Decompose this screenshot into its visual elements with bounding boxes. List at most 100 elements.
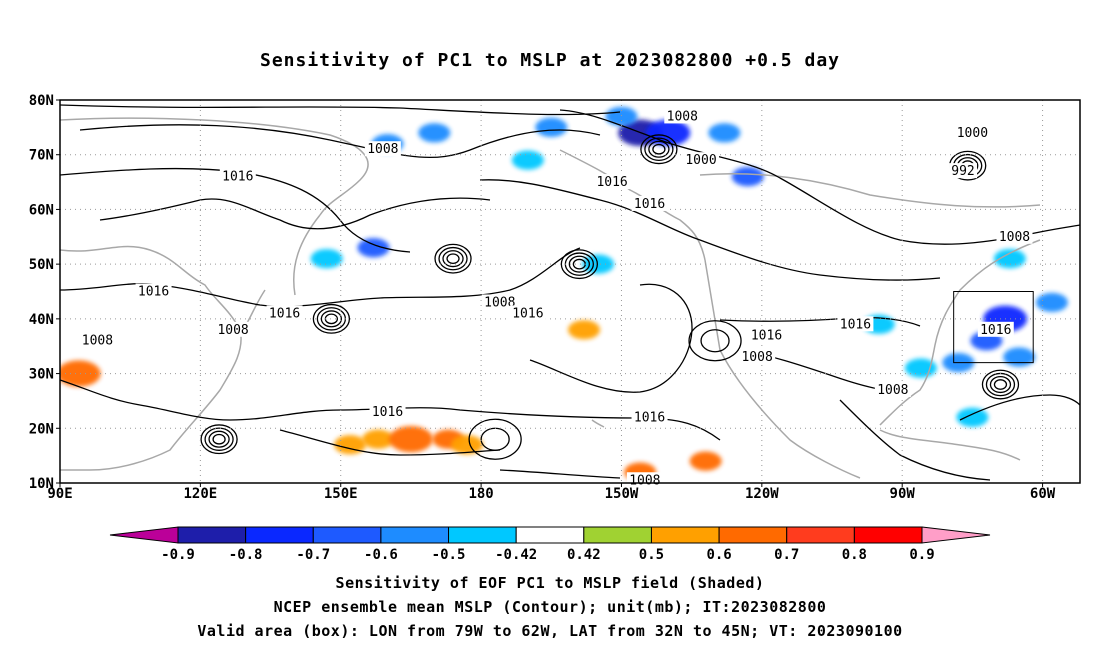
lat-label: 10N [29,476,54,492]
contour-label-bg [954,124,991,140]
contour-label: 1016 [512,306,543,321]
caption-valid-area: Valid area (box): LON from 79W to 62W, L… [197,622,903,640]
low-center-isobar [212,433,226,445]
sensitivity-patch [689,451,722,471]
colorbar-tick-label: 0.9 [909,547,934,563]
contour-label-bg [664,108,701,124]
lon-label: 150W [605,486,639,502]
contour-label: 1008 [877,383,908,398]
colorbar-tick-label: -0.5 [432,547,466,563]
sensitivity-patch [60,360,101,387]
lat-label: 60N [29,202,54,218]
contour-label-bg [594,174,631,190]
low-center-isobar [438,246,468,271]
coastline-kamchatka [293,214,321,296]
low-center-isobar [208,430,230,448]
coastlines [60,117,1041,479]
sensitivity-patch [1035,292,1068,313]
colorbar-tick-label: 0.8 [842,547,867,563]
sensitivity-patch [511,150,544,170]
contour-label: 1016 [634,197,665,212]
lat-label: 50N [29,257,54,273]
sensitivity-patch [362,429,395,449]
valid-area-box [953,291,1034,364]
contour-label: 1008 [629,473,660,488]
contour-label: 1016 [372,405,403,420]
isobar-line [959,394,1080,421]
low-center-isobar [320,310,343,328]
lat-label: 80N [29,93,54,109]
sensitivity-patch [451,435,484,455]
low-center-isobar [312,303,351,334]
colorbar-tick-label: -0.9 [161,547,195,563]
mslp-contours [60,104,1080,481]
colorbar-segment [786,526,855,544]
colorbar-segment [853,526,923,544]
isobar-line [559,109,1080,245]
colorbar-segment [245,526,314,544]
contour-label-bg [683,152,720,168]
contour-label: 1008 [741,350,772,365]
lon-label: 120E [184,486,218,502]
colorbar-tick-label: 0.7 [774,547,799,563]
low-center-isobar [204,427,234,451]
isobar-line [839,399,991,481]
chart-title: Sensitivity of PC1 to MSLP at 2023082800… [259,50,840,71]
contour-label: 1008 [667,109,698,124]
colorbar-segment [380,526,450,544]
sensitivity-patch [731,167,764,187]
sensitivity-patch [418,123,451,143]
contour-label-bg [79,332,116,348]
contour-label-bg [369,403,406,419]
low-center-isobar [560,249,599,280]
isobar-line [60,104,621,116]
isobar-line [99,197,491,230]
colorbar-tick-label: 0.6 [706,547,731,563]
sensitivity-patch [334,435,367,455]
contour-label-bg [949,163,978,179]
colorbar-segment [583,526,652,544]
contour-label: 1016 [269,306,300,321]
isobar-line [479,179,941,281]
contour-label-bg [364,141,401,157]
low-center-isobar [989,375,1012,394]
sensitivity-patch [310,249,343,269]
caption-contour: NCEP ensemble mean MSLP (Contour); unit(… [273,598,827,616]
contour-label-bg [631,409,668,425]
contour-label: 1016 [751,328,782,343]
coastline-north-america-west [704,259,861,479]
colorbar-segment [718,526,788,544]
caption-shading: Sensitivity of EOF PC1 to MSLP field (Sh… [335,574,765,592]
coastline-hawaii [591,419,605,428]
low-center-isobar [434,243,472,274]
low-center-isobar [981,369,1020,400]
lon-label: 60W [1030,486,1056,502]
colorbar-segment [312,526,382,544]
colorbar-tick-label: -0.6 [364,547,398,563]
contour-label-bg [266,305,303,321]
sensitivity-patch [605,106,638,127]
low-center-isobar [644,137,674,161]
contour-label: 1008 [82,334,113,349]
coastline-caribbean [879,429,1021,461]
contour-label-bg [977,321,1014,337]
contour-label-bg [481,294,518,310]
colorbar-segment [448,526,517,544]
map-frame [59,99,1081,484]
colorbar-tick-label: -0.8 [229,547,263,563]
lon-label: 120W [745,486,779,502]
lon-label: 180 [468,486,493,502]
contour-label: 1016 [222,170,253,185]
colorbar-tick-label: 0.42 [567,547,601,563]
sensitivity-patch [388,426,433,453]
contour-label-bg [874,381,911,397]
contour-label: 1016 [980,323,1011,338]
lat-label: 20N [29,421,54,437]
low-center-isobar [200,424,238,455]
colorbar-segment [515,526,585,544]
sensitivity-patch [535,117,568,137]
isobar-line [529,283,693,393]
colorbar-tick-label: -0.7 [296,547,330,563]
lat-label: 70N [29,148,54,164]
